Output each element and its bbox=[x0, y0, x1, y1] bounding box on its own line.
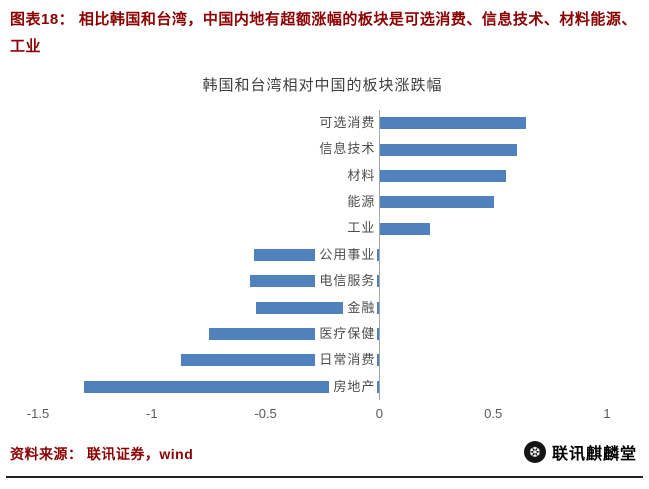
category-label: 信息技术 bbox=[315, 136, 378, 163]
x-tick-label: 0 bbox=[375, 406, 384, 421]
zero-axis-line bbox=[378, 110, 380, 400]
category-label: 材料 bbox=[343, 162, 378, 190]
category-label: 电信服务 bbox=[315, 268, 378, 295]
plot-area: 可选消费 信息技术 材料 能源 工业 公用事业 电信服务 金融 医疗保健 日常消费 房地产 -1.5 -… bbox=[27, 110, 611, 421]
x-tick-label: 1 bbox=[603, 406, 611, 421]
bar bbox=[380, 169, 506, 182]
snowflake-icon: ❆ bbox=[523, 441, 546, 463]
category-label: 医疗保健 bbox=[315, 320, 378, 348]
x-tick-label: -0.5 bbox=[254, 406, 277, 421]
bar bbox=[380, 196, 495, 209]
figure-number-label: 图表18： bbox=[10, 11, 75, 28]
bar bbox=[380, 143, 517, 156]
chart-title: 韩国和台湾相对中国的板块涨跌幅 bbox=[202, 77, 443, 94]
source-note: 资料来源： 联讯证券，wind bbox=[10, 446, 194, 462]
figure-caption: 图表18： 相比韩国和台湾，中国内地有超额涨幅的板块是可选消费、信息技术、材料能… bbox=[10, 6, 642, 60]
brand-block: ❆ 联讯麒麟堂 bbox=[523, 440, 637, 464]
category-label: 工业 bbox=[343, 215, 378, 242]
category-label: 金融 bbox=[343, 294, 378, 321]
category-label: 可选消费 bbox=[315, 110, 378, 137]
category-label: 公用事业 bbox=[315, 241, 378, 269]
bar bbox=[380, 117, 527, 130]
category-label: 能源 bbox=[343, 189, 378, 216]
x-tick-label: 0.5 bbox=[484, 406, 503, 421]
brand-name: 联讯麒麟堂 bbox=[551, 446, 637, 463]
bar bbox=[83, 380, 380, 393]
figure-title: 相比韩国和台湾，中国内地有超额涨幅的板块是可选消费、信息技术、材料能源、工业 bbox=[10, 11, 637, 55]
bar bbox=[380, 222, 431, 235]
category-label: 房地产 bbox=[329, 373, 378, 400]
category-label: 日常消费 bbox=[315, 347, 378, 374]
bottom-divider bbox=[6, 476, 643, 478]
x-tick-label: -1.5 bbox=[26, 406, 50, 421]
x-tick-label: -1 bbox=[146, 406, 158, 421]
